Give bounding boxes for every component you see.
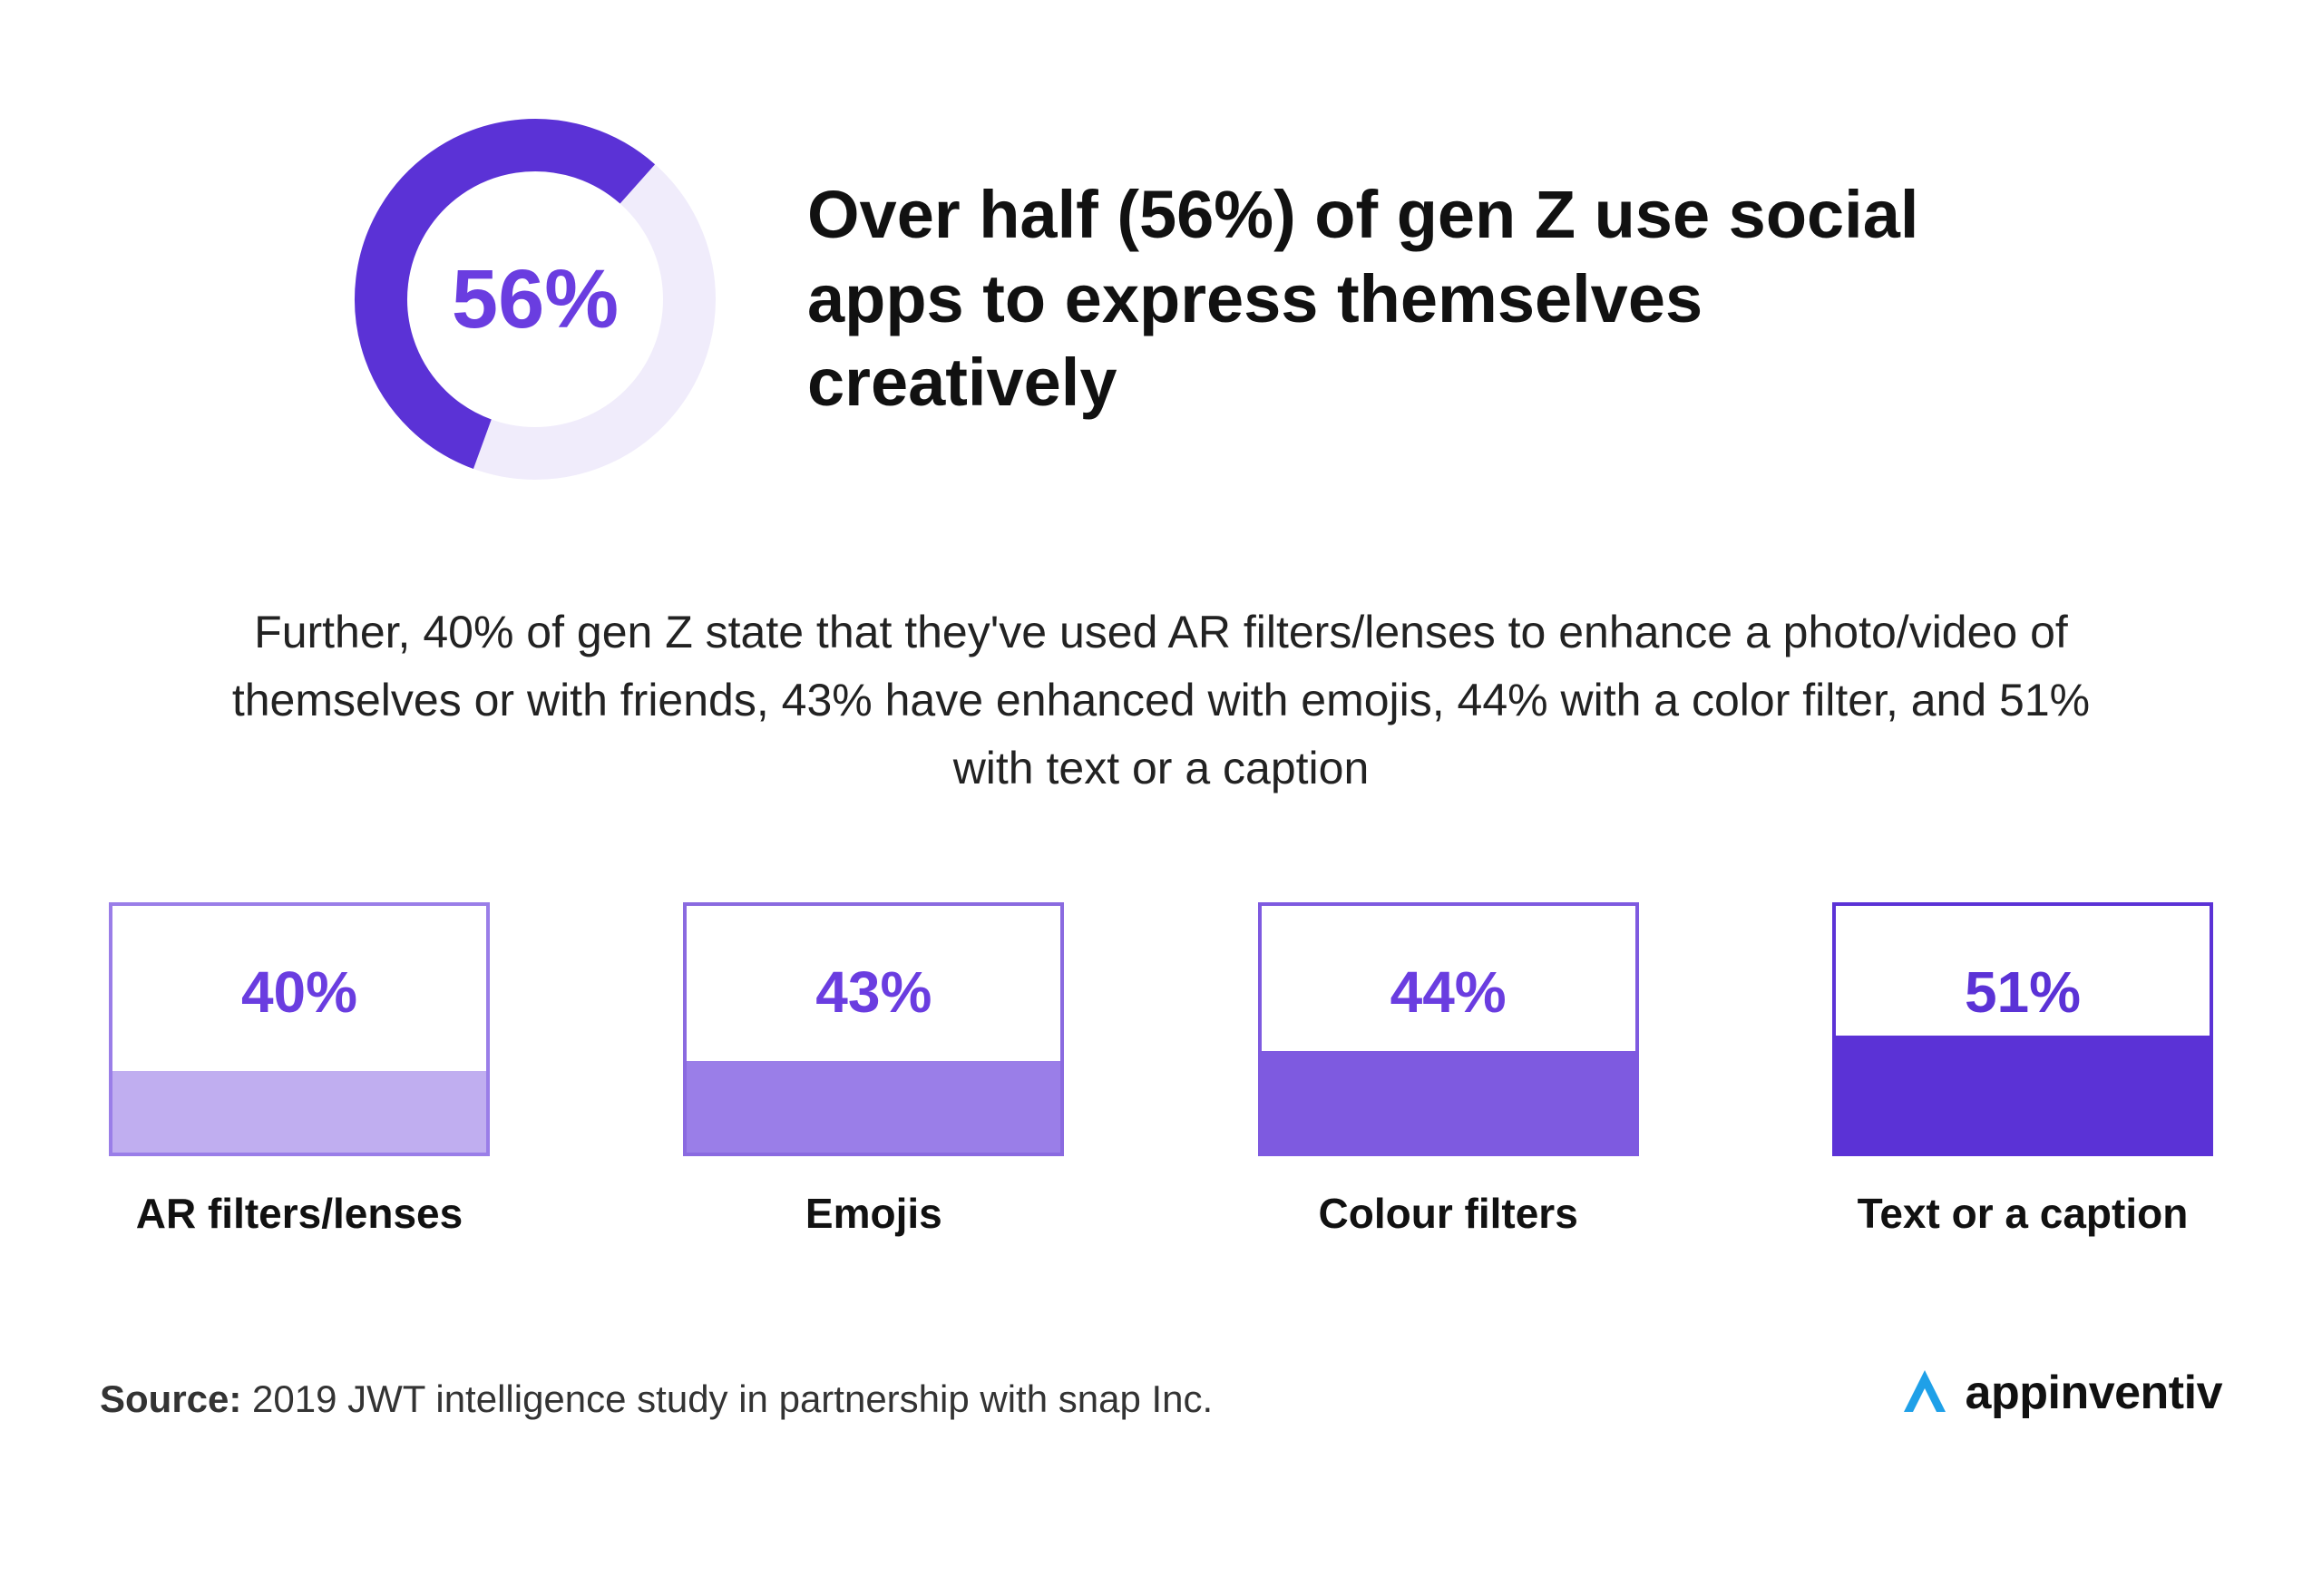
bar-fill <box>112 1071 486 1153</box>
donut-value-label: 56% <box>345 109 726 490</box>
footer-row: Source: 2019 JWT intelligence study in p… <box>91 1365 2231 1421</box>
bar-box: 43% <box>683 902 1064 1156</box>
source-text: 2019 JWT intelligence study in partnersh… <box>252 1377 1213 1420</box>
bar-item: 43% Emojis <box>683 902 1064 1238</box>
bar-value-label: 44% <box>1262 959 1635 1026</box>
donut-chart: 56% <box>345 109 726 490</box>
source-label: Source: <box>100 1377 241 1420</box>
brand-logo: appinventiv <box>1897 1365 2222 1421</box>
bar-box: 44% <box>1258 902 1639 1156</box>
bar-fill <box>687 1061 1060 1153</box>
bar-value-label: 40% <box>112 959 486 1026</box>
bar-box: 51% <box>1832 902 2213 1156</box>
logo-text: appinventiv <box>1966 1366 2222 1420</box>
bar-caption: AR filters/lenses <box>136 1189 463 1238</box>
subhead: Further, 40% of gen Z state that they've… <box>209 598 2113 803</box>
bar-value-label: 43% <box>687 959 1060 1026</box>
bar-item: 44% Colour filters <box>1258 902 1639 1238</box>
bar-caption: Colour filters <box>1319 1189 1578 1238</box>
logo-mark-icon <box>1897 1365 1953 1421</box>
bar-caption: Text or a caption <box>1858 1189 2189 1238</box>
bar-box: 40% <box>109 902 490 1156</box>
bar-fill <box>1262 1051 1635 1153</box>
bar-item: 40% AR filters/lenses <box>109 902 490 1238</box>
bar-item: 51% Text or a caption <box>1832 902 2213 1238</box>
source-line: Source: 2019 JWT intelligence study in p… <box>100 1377 1213 1421</box>
headline: Over half (56%) of gen Z use social apps… <box>807 173 1986 425</box>
bars-row: 40% AR filters/lenses 43% Emojis 44% Colour f… <box>91 902 2231 1238</box>
bar-caption: Emojis <box>805 1189 942 1238</box>
bar-fill <box>1836 1036 2210 1153</box>
hero-row: 56% Over half (56%) of gen Z use social … <box>345 109 2231 490</box>
bar-value-label: 51% <box>1836 959 2210 1026</box>
